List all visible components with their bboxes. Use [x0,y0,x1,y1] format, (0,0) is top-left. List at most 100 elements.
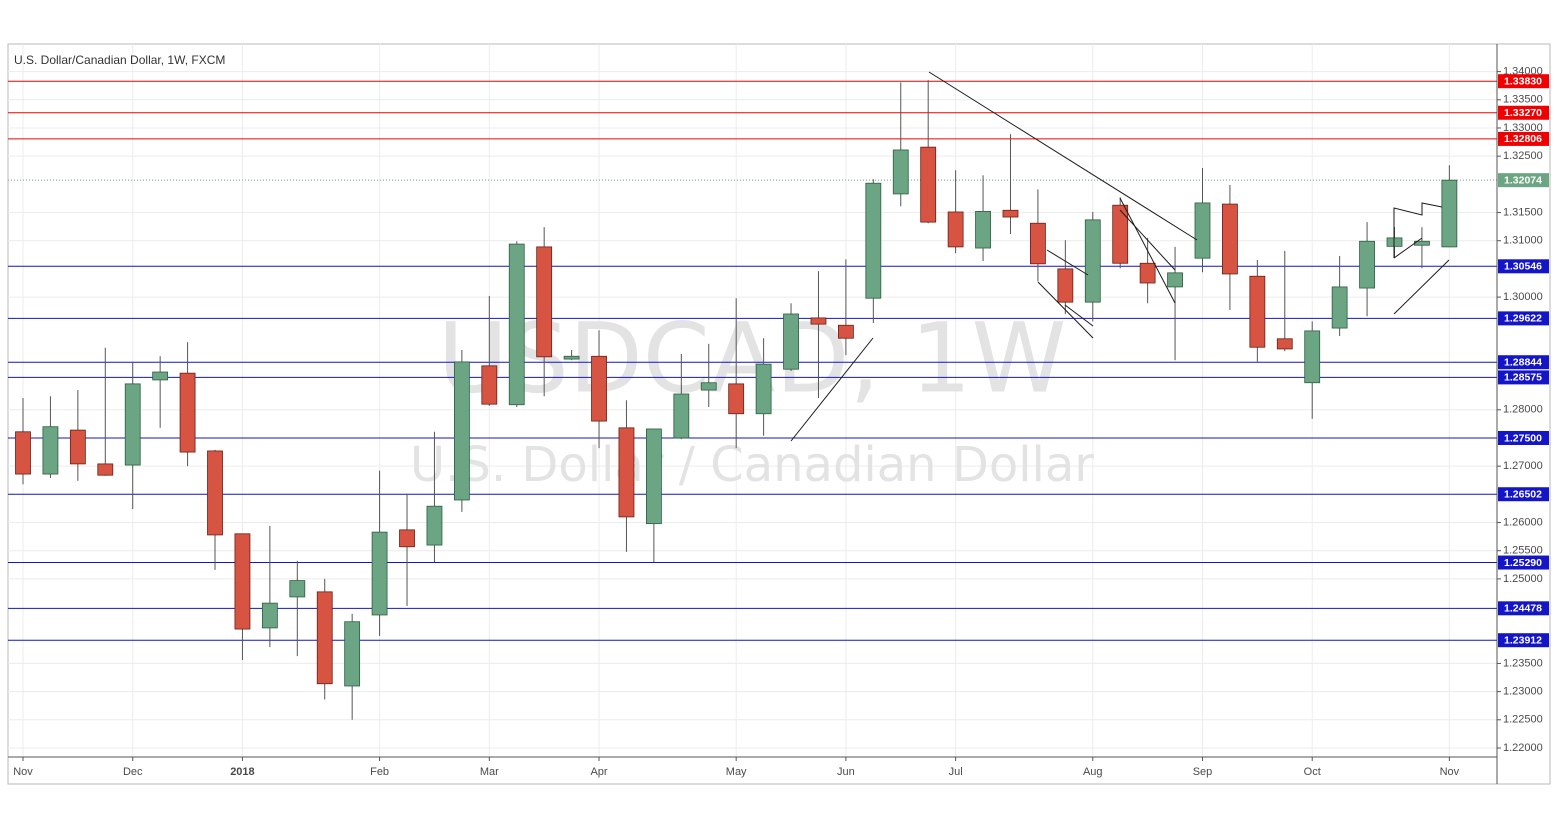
candle-body [810,317,827,325]
level-label: 1.27500 [1504,432,1542,444]
y-tick-label: 1.31500 [1503,206,1543,218]
drawings [790,71,1450,442]
level-label: 1.28575 [1504,372,1542,384]
level-label: 1.23912 [1504,634,1542,646]
candle-body [865,182,882,299]
candle-body [152,371,169,381]
x-tick-label: Feb [370,766,389,778]
x-tick-label: Aug [1083,766,1103,778]
y-tick-label: 1.33500 [1503,94,1543,106]
candle-body [1359,240,1375,289]
candle-body [838,324,854,339]
candle-body [755,363,772,415]
axes: 1.22000 1.22500 1.23000 1.23500 1.25000 1.255… [13,66,1549,778]
candle-body [481,365,498,405]
level-label-box [1498,555,1549,570]
level-label-box [1498,311,1549,326]
level-label: 1.30546 [1504,261,1542,273]
candle-body [453,361,470,501]
candle-body [975,210,991,249]
candle-body [700,382,717,391]
trend-line [1037,281,1094,339]
candle-body [234,533,251,630]
watermark: USDCAD, 1W [438,302,1067,414]
x-tick-label: Nov [1440,766,1460,778]
y-tick-label: 1.28000 [1503,404,1543,416]
trend-line [1393,237,1423,259]
candle-body [97,463,114,476]
candle-body [1167,272,1183,288]
level-label: 1.32074 [1504,174,1542,186]
x-tick-label: Apr [590,766,607,778]
y-tick-label: 1.26000 [1503,516,1543,528]
candle-body [344,621,361,687]
candle-body [179,372,196,453]
level-label-box [1498,355,1549,370]
candle-body [920,146,937,223]
level-label-box [1498,370,1549,385]
y-tick-label: 1.22500 [1503,714,1543,726]
x-tick-label: Mar [480,766,499,778]
candle-body [783,313,799,370]
candle-body [645,428,662,525]
y-tick-label: 1.23500 [1503,657,1543,669]
level-label: 1.28844 [1504,357,1542,369]
level-label-box [1498,131,1549,146]
candle-body [1112,204,1129,264]
level-label: 1.29622 [1504,313,1542,325]
y-tick-label: 1.30000 [1503,291,1543,303]
level-label-box [1498,105,1549,120]
candle-body [591,355,607,422]
candle-body [1222,203,1238,275]
level-label-box [1498,633,1549,648]
level-label-box [1498,430,1549,445]
candle-body [508,243,525,406]
level-label: 1.25290 [1504,557,1542,569]
candle-body [124,383,141,466]
x-tick-label: Dec [123,766,143,778]
level-label: 1.26502 [1504,489,1542,501]
level-label-box [1498,487,1549,502]
level-label: 1.32806 [1504,133,1542,145]
level-label-box [1498,259,1549,274]
candle-body [426,505,443,546]
x-tick-label: 2018 [230,766,254,778]
x-tick-label: Nov [13,766,33,778]
grid [8,44,1497,757]
trend-line [928,71,1198,241]
x-tick-label: Sep [1193,766,1213,778]
x-tick-label: Jun [837,766,855,778]
y-tick-label: 1.27000 [1503,460,1543,472]
pattern-line [1393,202,1443,258]
trend-line [1393,259,1450,315]
candle-body [1194,202,1211,259]
candle-body [1002,209,1019,218]
y-tick-label: 1.33000 [1503,122,1543,134]
candle-body [1057,268,1074,303]
chart-title: U.S. Dollar/Canadian Dollar, 1W, FXCM [14,53,225,67]
y-tick-label: 1.32500 [1503,150,1543,162]
candle-body [1276,338,1293,350]
candle-body [399,529,415,548]
y-tick-label: 1.25000 [1503,573,1543,585]
level-label-box [1498,173,1549,188]
y-tick-label: 1.31000 [1503,235,1543,247]
candle-body [1084,219,1101,303]
candle-body [371,531,388,616]
candle-body [1030,222,1046,265]
x-tick-label: May [726,766,747,778]
trend-line [1119,209,1176,271]
candle-body [15,431,31,475]
candle-body [1249,275,1266,348]
candle-body [728,383,745,415]
level-label-box [1498,601,1549,616]
level-label: 1.24478 [1504,603,1542,615]
chart-frame [7,43,1551,785]
trend-line [1046,249,1089,276]
candle-body [316,591,333,685]
candle-body [673,393,690,439]
candle-body [1441,179,1458,248]
candle-body [536,246,553,358]
watermark-subtitle: U.S. Dollar / Canadian Dollar [410,437,1094,493]
